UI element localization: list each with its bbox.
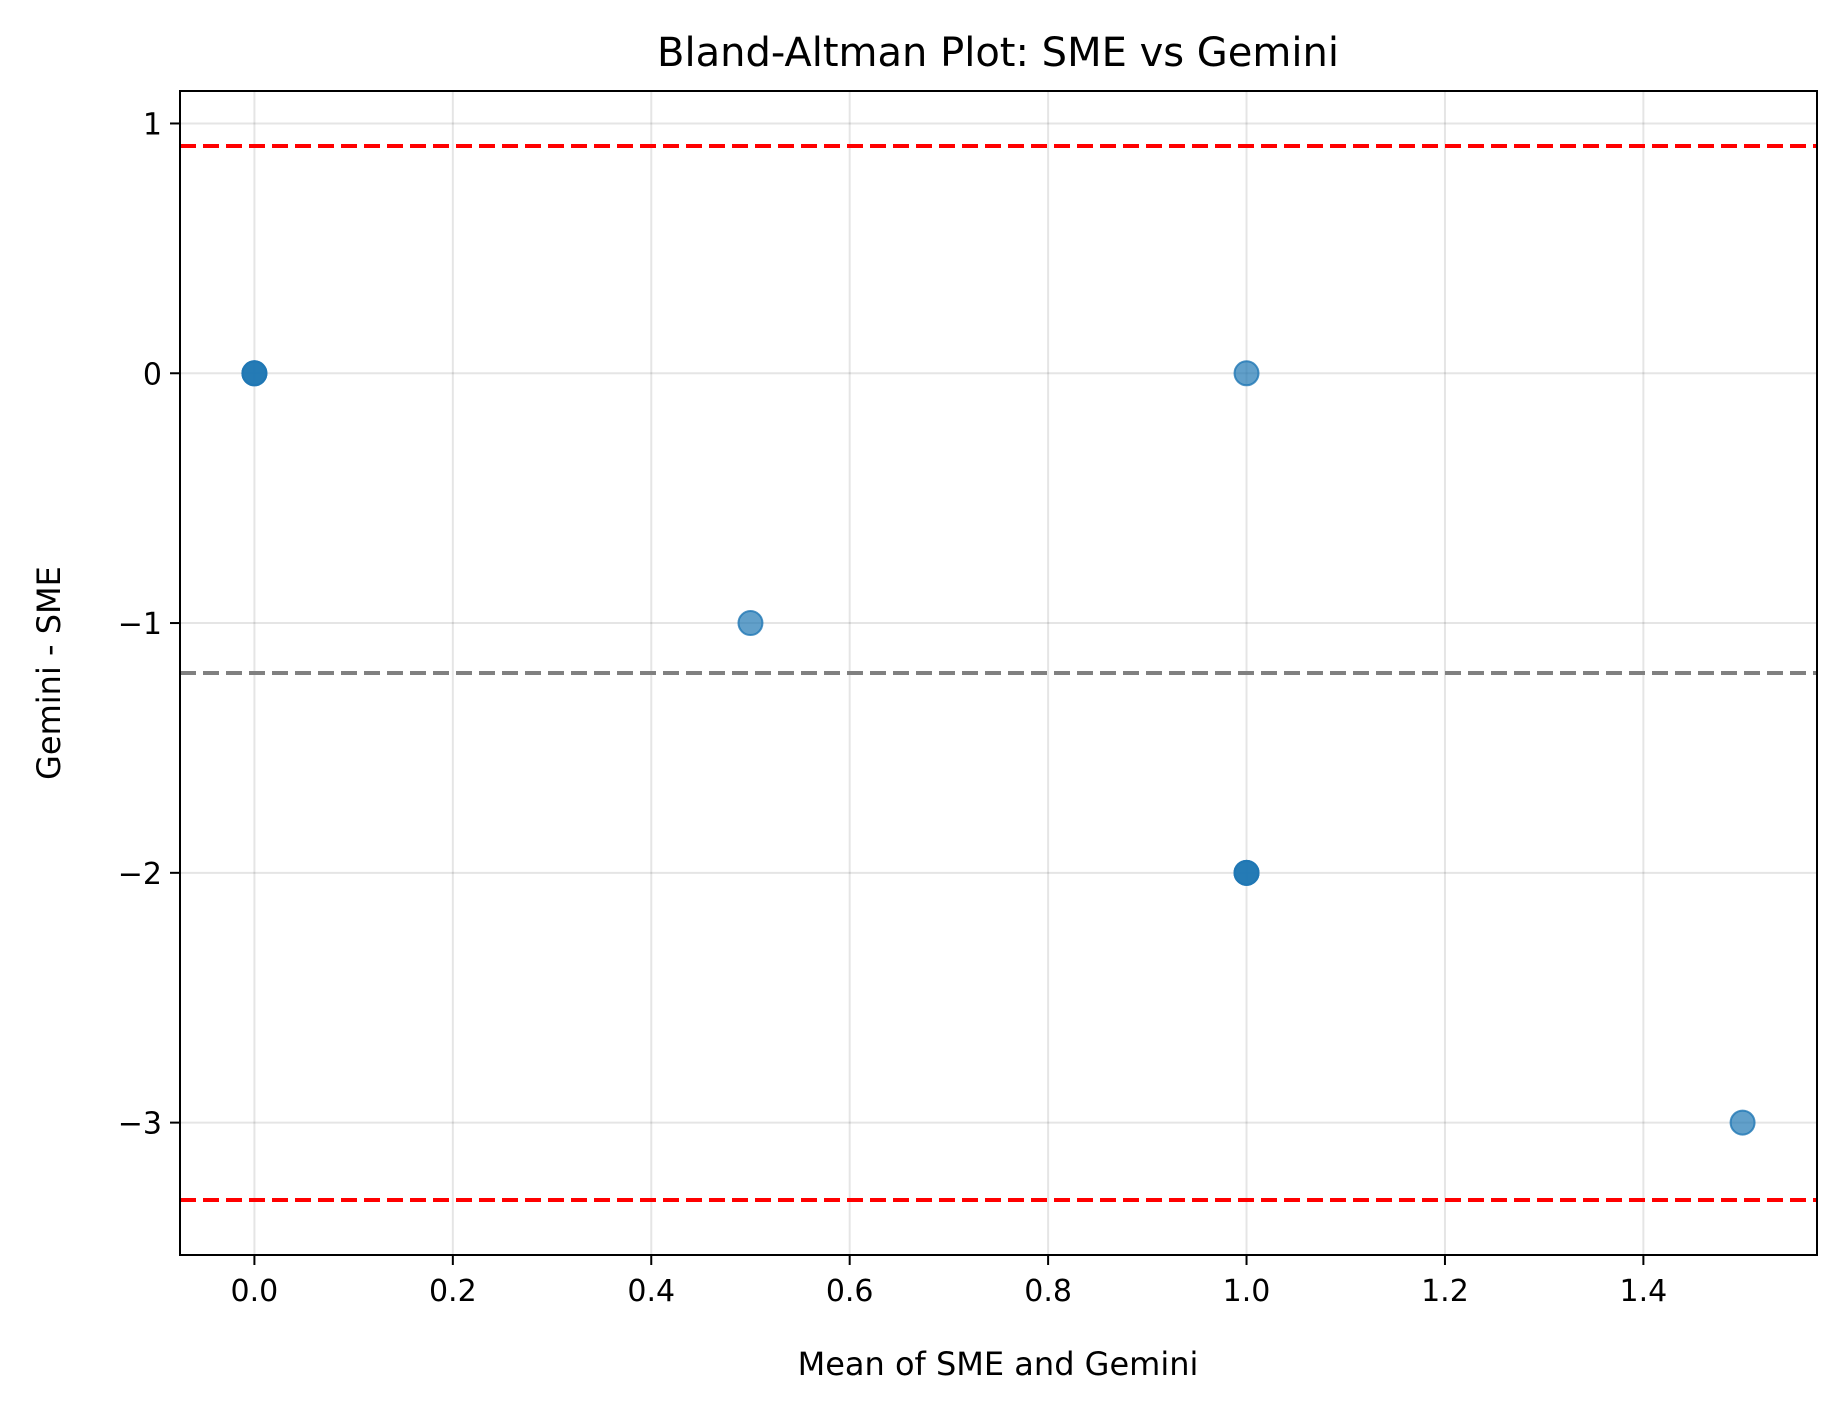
x-tick-label: 1.2 [1421, 1274, 1469, 1309]
data-point [1729, 1109, 1756, 1136]
data-point [241, 360, 268, 387]
x-tick-label: 0.0 [231, 1274, 279, 1309]
y-axis-label: Gemini - SME [30, 566, 68, 780]
x-tick-label: 1.0 [1223, 1274, 1271, 1309]
x-axis-label: Mean of SME and Gemini [798, 1345, 1199, 1383]
x-tick-label: 0.4 [627, 1274, 675, 1309]
data-point [1233, 859, 1260, 886]
y-tick-label: 0 [143, 357, 162, 392]
x-tick-label: 0.2 [429, 1274, 477, 1309]
y-axis-ticks: 1 0 −1 −2 −3 [118, 107, 180, 1142]
data-point [737, 610, 764, 637]
x-axis-ticks: 0.0 0.2 0.4 0.6 0.8 1.0 1.2 1.4 [231, 1255, 1668, 1309]
x-tick-label: 1.4 [1620, 1274, 1668, 1309]
chart-title: Bland-Altman Plot: SME vs Gemini [657, 30, 1339, 76]
y-tick-label: −1 [118, 607, 162, 642]
plot-frame [179, 90, 1818, 1256]
data-points [241, 360, 1756, 1136]
x-tick-label: 0.8 [1024, 1274, 1072, 1309]
y-tick-label: −2 [118, 857, 162, 892]
data-point [1233, 360, 1260, 387]
x-tick-label: 0.6 [826, 1274, 874, 1309]
reference-lines [180, 143, 1817, 1203]
y-tick-label: 1 [143, 107, 162, 142]
y-tick-label: −3 [118, 1107, 162, 1142]
